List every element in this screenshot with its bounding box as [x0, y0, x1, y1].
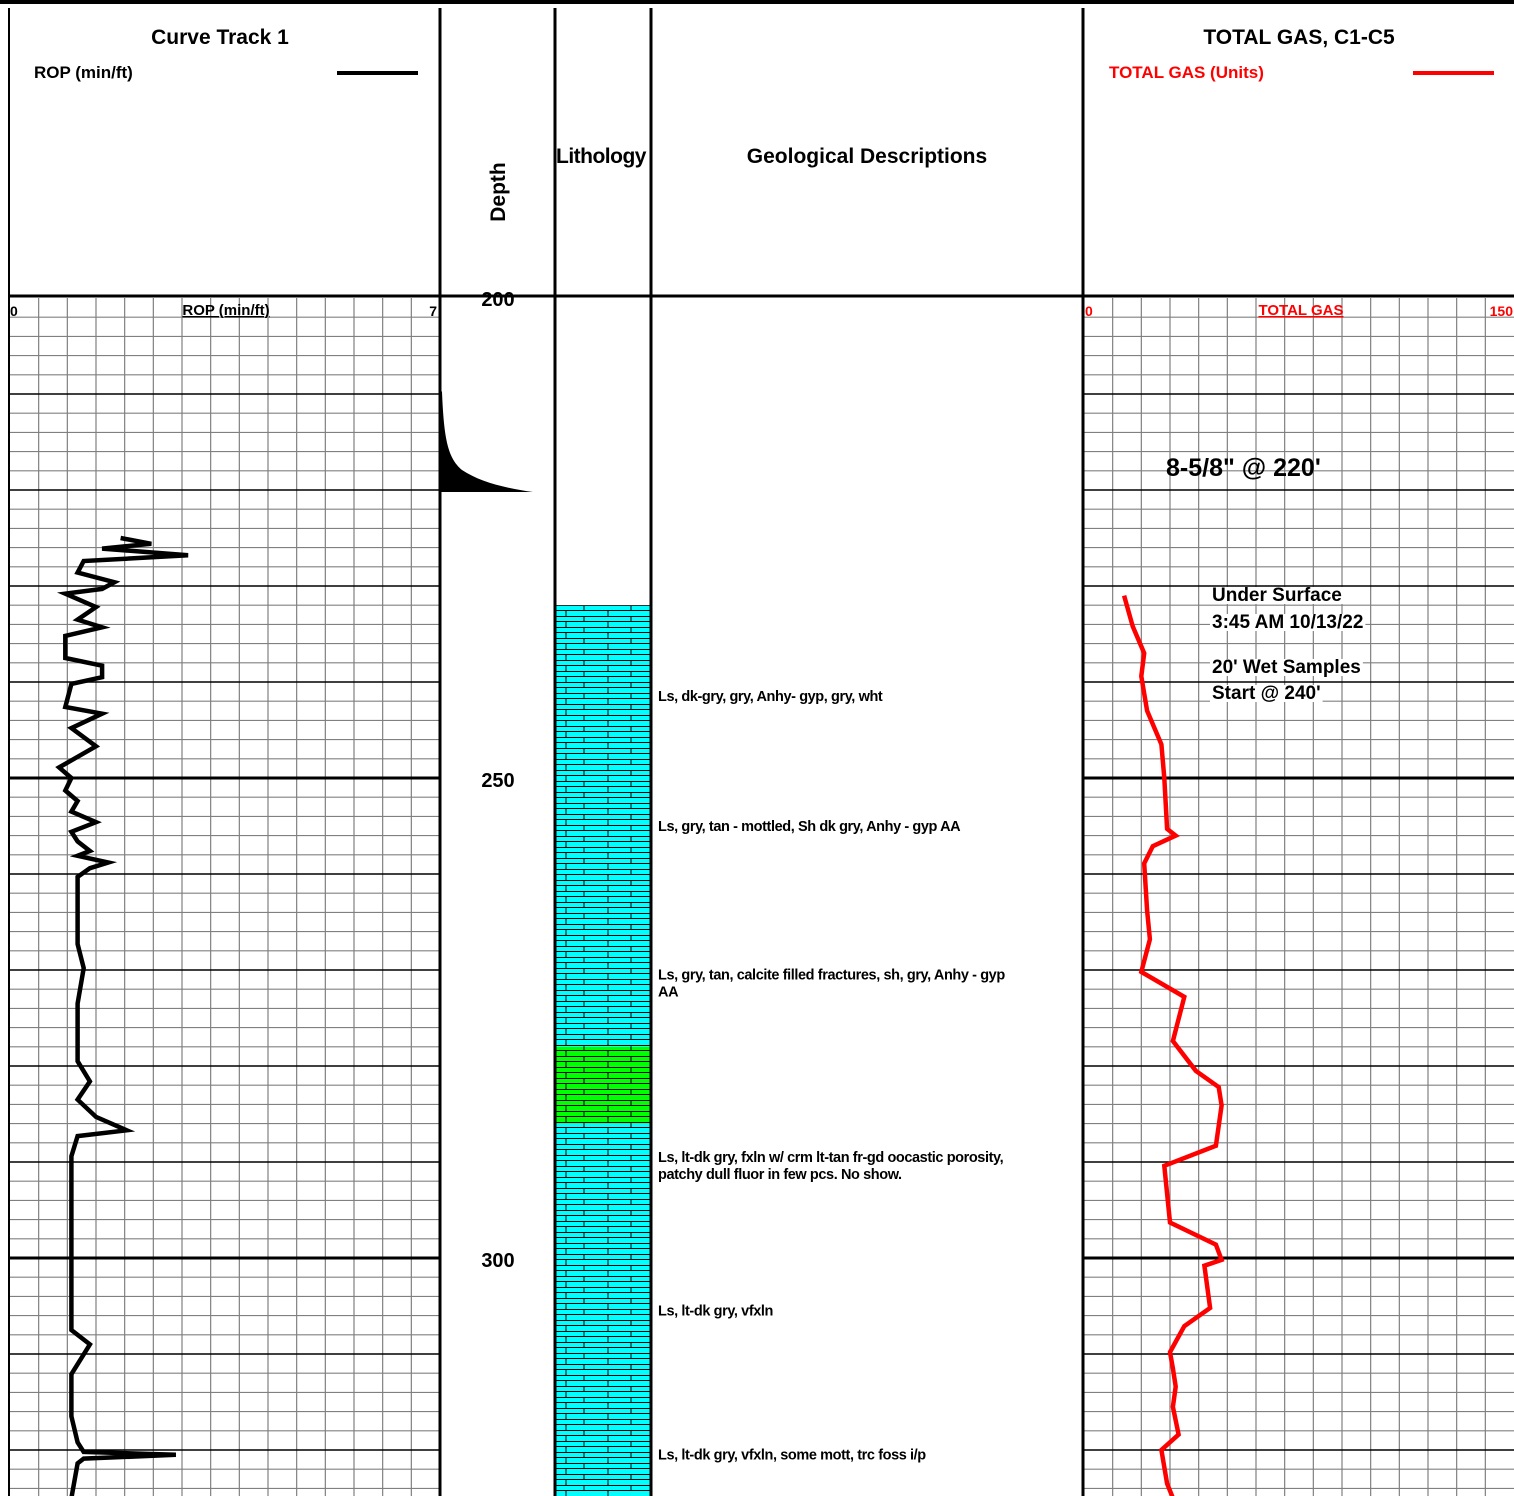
gas-scale-label: TOTAL GAS — [1258, 302, 1343, 319]
depth-label-200: 200 — [481, 289, 514, 311]
depth-label-300: 300 — [481, 1250, 514, 1272]
under-surface-line2-bg — [1210, 614, 1366, 631]
description-text: Ls, gry, tan, calcite filled fractures, … — [658, 968, 1005, 984]
lithology-limestone-278 — [556, 1046, 651, 1124]
lithology-header: Lithology — [556, 145, 646, 168]
gas-track-grid — [1084, 298, 1514, 1496]
description-text: patchy dull fluor in few pcs. No show. — [658, 1167, 902, 1183]
gas-scale-max: 150 — [1490, 303, 1514, 319]
wet-samples-line1-bg — [1210, 659, 1363, 676]
rop-track-grid — [10, 298, 440, 1496]
rop-scale-min: 0 — [10, 303, 18, 319]
description-text: Ls, lt-dk gry, vfxln — [658, 1304, 773, 1320]
description-text: Ls, gry, tan - mottled, Sh dk gry, Anhy … — [658, 819, 961, 835]
casing-annotation: 8-5/8" @ 220' — [1166, 454, 1321, 482]
under-surface-line1-bg — [1210, 587, 1344, 604]
wet-samples-line2: Start @ 240' — [1212, 683, 1321, 704]
grid-layer — [10, 298, 1514, 1496]
under-surface-line1: Under Surface — [1212, 585, 1342, 606]
rop-legend-swatch — [337, 71, 418, 75]
description-text: AA — [658, 985, 679, 1001]
geological-descriptions-header: Geological Descriptions — [746, 145, 988, 168]
gas-legend-label: TOTAL GAS (Units) — [1109, 63, 1264, 82]
lithology-layer — [441, 390, 651, 1496]
description-text: Ls, dk-gry, gry, Anhy- gyp, gry, wht — [658, 689, 883, 705]
casing-shoe-marker — [441, 390, 533, 492]
description-text: Ls, lt-dk gry, fxln w/ crm lt-tan fr-gd … — [658, 1150, 1004, 1166]
description-text: Ls, lt-dk gry, vfxln, some mott, trc fos… — [658, 1448, 926, 1464]
total-gas-curve — [1121, 594, 1225, 1496]
depth-header: Depth — [487, 162, 510, 222]
lithology-limestone-286 — [556, 1123, 651, 1496]
lithology-limestone-232 — [556, 605, 651, 1047]
rop-legend-label: ROP (min/ft) — [34, 63, 133, 82]
gas-scale-min: 0 — [1085, 303, 1093, 319]
curve-layer — [55, 535, 1225, 1496]
wet-samples-line1: 20' Wet Samples — [1212, 657, 1361, 678]
rop-scale-label: ROP (min/ft) — [182, 302, 269, 319]
wet-samples-line2-bg — [1210, 685, 1323, 702]
gas-track-title: TOTAL GAS, C1-C5 — [1203, 26, 1395, 49]
text-layer: 0 7 ROP (min/ft) 0 150 TOTAL GAS 200 250 300 Ls, … — [10, 289, 1513, 1464]
gas-legend-swatch — [1413, 71, 1494, 75]
rop-scale-max: 7 — [429, 303, 437, 319]
rop-curve — [55, 535, 189, 1496]
under-surface-line2: 3:45 AM 10/13/22 — [1212, 612, 1363, 633]
depth-label-250: 250 — [481, 770, 514, 792]
curve-track-title: Curve Track 1 — [151, 26, 289, 49]
